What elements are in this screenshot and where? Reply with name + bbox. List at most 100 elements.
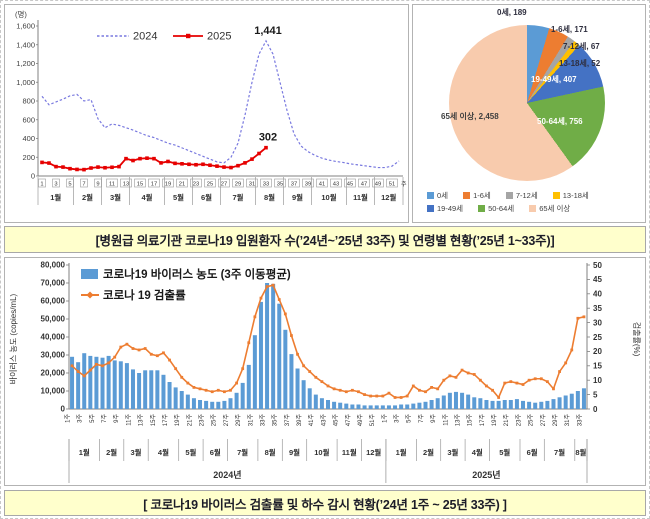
pie-legend-item: 1-6세 — [463, 190, 491, 201]
svg-text:35: 35 — [277, 181, 283, 187]
svg-text:27주: 27주 — [540, 414, 547, 427]
svg-text:30: 30 — [593, 318, 602, 327]
svg-text:1,400: 1,400 — [16, 40, 35, 49]
svg-text:7: 7 — [82, 181, 85, 187]
age-pie-chart — [449, 25, 605, 181]
legend-swatch — [552, 192, 560, 199]
svg-text:7주: 7주 — [101, 414, 108, 423]
svg-text:5주: 5주 — [89, 414, 96, 423]
svg-text:15주: 15주 — [467, 414, 474, 427]
svg-text:27: 27 — [221, 181, 227, 187]
hospitalized-line-chart: 0 200 400 600 800 1,000 1,200 1,400 1,600 (명) 2024… — [15, 9, 407, 205]
svg-text:45: 45 — [347, 181, 353, 187]
pie-legend-item: 0세 — [427, 190, 448, 201]
series-2025-markers — [40, 145, 268, 172]
svg-text:3주: 3주 — [77, 414, 84, 423]
pie-label-3: 13-18세, 52 — [559, 59, 601, 68]
svg-text:29주: 29주 — [552, 414, 559, 427]
svg-text:37주: 37주 — [284, 414, 291, 427]
svg-text:1월: 1월 — [50, 192, 61, 202]
svg-text:5월: 5월 — [185, 447, 196, 457]
svg-text:50: 50 — [593, 261, 602, 270]
svg-text:40,000: 40,000 — [41, 333, 66, 342]
svg-text:50,000: 50,000 — [41, 315, 66, 324]
pie-legend-item: 7-12세 — [505, 190, 538, 201]
svg-text:10월: 10월 — [314, 447, 329, 457]
hospitalized-chart-panel: 0 200 400 600 800 1,000 1,200 1,400 1,600 (명) 2024… — [4, 4, 409, 223]
svg-text:6월: 6월 — [527, 447, 538, 457]
svg-text:21주: 21주 — [503, 414, 510, 427]
svg-text:17: 17 — [151, 181, 157, 187]
svg-text:51주: 51주 — [369, 414, 376, 427]
svg-text:6월: 6월 — [210, 447, 221, 457]
svg-text:1월: 1월 — [79, 447, 90, 457]
svg-text:7월: 7월 — [232, 192, 243, 202]
svg-text:43주: 43주 — [320, 414, 327, 427]
svg-text:35: 35 — [593, 304, 602, 313]
svg-text:29주: 29주 — [235, 414, 242, 427]
svg-text:33주: 33주 — [576, 414, 583, 427]
svg-text:3월: 3월 — [447, 447, 458, 457]
pie-label-5: 50-64세, 756 — [537, 117, 583, 126]
svg-text:25: 25 — [207, 181, 213, 187]
svg-text:47주: 47주 — [345, 414, 352, 427]
svg-text:31주: 31주 — [247, 414, 254, 427]
svg-text:45: 45 — [593, 275, 602, 284]
svg-text:4월: 4월 — [141, 192, 152, 202]
svg-text:5월: 5월 — [499, 447, 510, 457]
svg-text:1월: 1월 — [396, 447, 407, 457]
svg-text:9주: 9주 — [430, 414, 437, 423]
svg-text:600: 600 — [22, 115, 35, 124]
svg-text:5월: 5월 — [173, 192, 184, 202]
svg-text:2024: 2024 — [133, 31, 157, 43]
svg-text:9월: 9월 — [292, 192, 303, 202]
svg-text:8월: 8월 — [264, 192, 275, 202]
svg-text:1주: 1주 — [381, 414, 388, 423]
svg-text:20: 20 — [593, 347, 602, 356]
pie-legend-item: 65세 이상 — [529, 203, 570, 214]
svg-text:20,000: 20,000 — [41, 369, 66, 378]
svg-text:0: 0 — [61, 405, 66, 414]
legend-swatch — [427, 205, 434, 212]
age-pie-panel: 0세, 189 1-6세, 171 7-12세, 67 13-18세, 52 19-49… — [412, 4, 646, 223]
svg-text:800: 800 — [22, 97, 35, 106]
svg-text:43: 43 — [333, 181, 339, 187]
svg-text:3월: 3월 — [110, 192, 121, 202]
svg-text:40: 40 — [593, 290, 602, 299]
svg-text:33주: 33주 — [259, 414, 266, 427]
wastewater-chart-panel: 0 10,000 20,000 30,000 40,000 50,000 60,000 70,… — [4, 257, 646, 486]
pie-label-4: 19-49세, 407 — [531, 75, 577, 84]
svg-text:3주: 3주 — [394, 414, 401, 423]
svg-text:9주: 9주 — [113, 414, 120, 423]
svg-text:5주: 5주 — [406, 414, 413, 423]
svg-text:41주: 41주 — [308, 414, 315, 427]
svg-text:200: 200 — [22, 153, 35, 162]
svg-text:23주: 23주 — [199, 414, 206, 427]
pie-label-1: 1-6세, 171 — [551, 25, 588, 34]
svg-text:49: 49 — [375, 181, 381, 187]
pie-legend-item: 13-18세 — [552, 190, 589, 201]
svg-text:3: 3 — [54, 181, 57, 187]
svg-text:5: 5 — [593, 390, 598, 399]
svg-text:6월: 6월 — [201, 192, 212, 202]
detection-rate-markers — [70, 283, 586, 399]
svg-text:코로나19 바이러스 농도 (3주 이동평균): 코로나19 바이러스 농도 (3주 이동평균) — [103, 267, 291, 281]
svg-text:29: 29 — [235, 181, 241, 187]
svg-text:1,600: 1,600 — [16, 22, 35, 31]
svg-text:25주: 25주 — [528, 414, 535, 427]
svg-text:1주: 1주 — [64, 414, 71, 423]
pie-legend-item: 19-49세 — [427, 203, 463, 214]
svg-text:8월: 8월 — [265, 447, 276, 457]
svg-text:302: 302 — [259, 132, 277, 144]
detection-rate-line — [71, 284, 585, 399]
svg-text:11주: 11주 — [442, 414, 449, 426]
svg-text:400: 400 — [22, 134, 35, 143]
legend-swatch — [478, 205, 486, 212]
svg-text:33: 33 — [263, 181, 269, 187]
pie-label-6: 65세 이상, 2,458 — [441, 112, 499, 121]
legend-swatch — [427, 192, 434, 199]
svg-text:31: 31 — [249, 181, 255, 187]
svg-text:2월: 2월 — [423, 447, 434, 457]
svg-text:3월: 3월 — [130, 447, 141, 457]
